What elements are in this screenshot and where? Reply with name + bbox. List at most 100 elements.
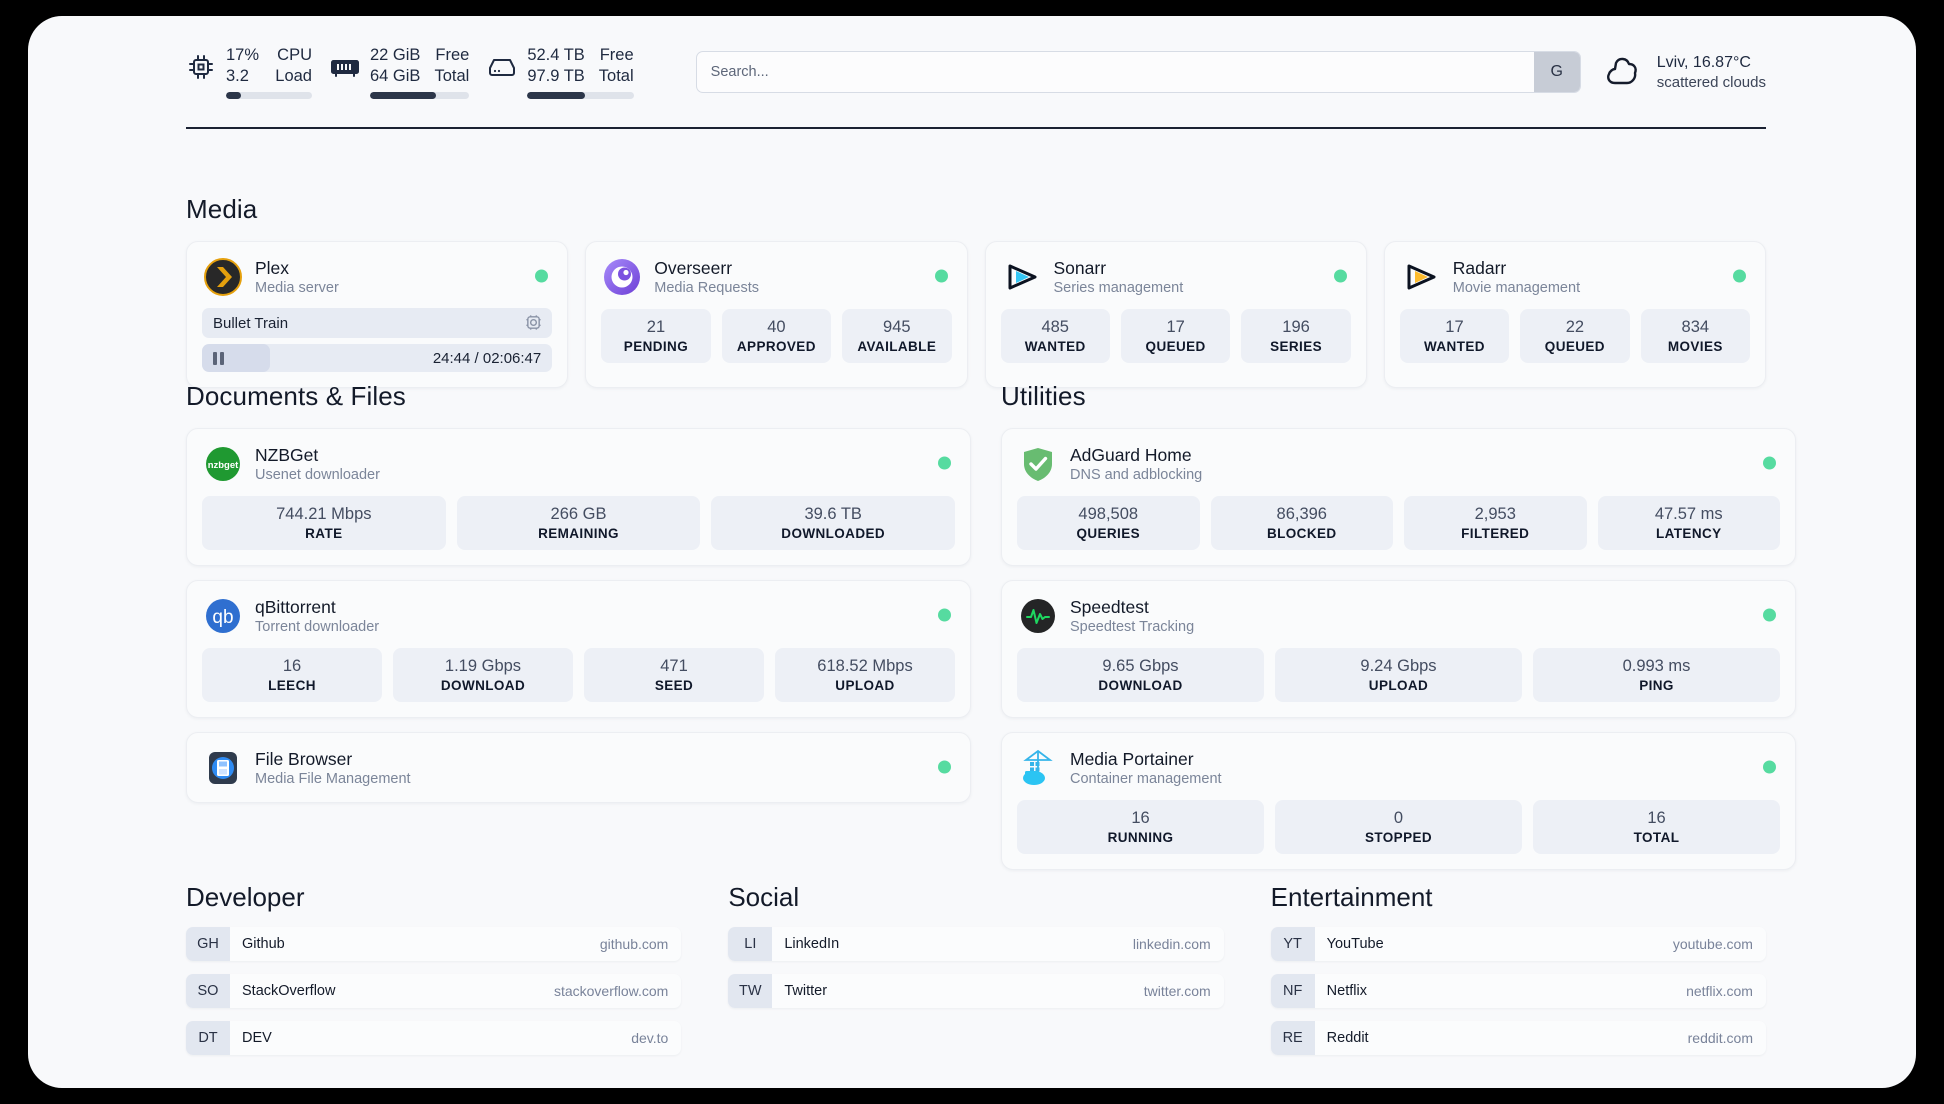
- stat-value-secondary: 97.9 TB: [527, 67, 585, 85]
- tile-value: 834: [1681, 318, 1710, 336]
- stat-label-primary: Free: [435, 46, 470, 64]
- service-card-media-portainer[interactable]: Media Portainer Container management 16 R…: [1001, 732, 1796, 870]
- weather-location-temp: Lviv, 16.87°C: [1656, 53, 1751, 71]
- tile-label: REMAINING: [538, 526, 619, 541]
- card-header: Radarr Movie management: [1400, 256, 1750, 296]
- bookmark-name: Reddit: [1326, 1030, 1369, 1046]
- memory-ram-icon: [330, 52, 360, 82]
- stat-tile-remaining: 266 GB REMAINING: [456, 496, 701, 550]
- tile-label: STOPPED: [1364, 830, 1433, 845]
- tile-label: UPLOAD: [835, 678, 895, 693]
- tile-label: QUERIES: [1076, 526, 1141, 541]
- utilities-cards-column: AdGuard Home DNS and adblocking 498,508 Q…: [1001, 428, 1796, 870]
- system-stat-hard-disk: 52.4 TB 97.9 TB Free Total: [487, 45, 651, 99]
- bookmark-name: Github: [242, 936, 285, 952]
- card-titles: qBittorrent Torrent downloader: [255, 597, 379, 635]
- stat-tile-latency: 47.57 ms LATENCY: [1597, 496, 1780, 550]
- bookmark-link-twitter[interactable]: TW Twitter twitter.com: [728, 974, 1224, 1008]
- tile-value: 16: [1647, 809, 1666, 827]
- bookmark-link-linkedin[interactable]: LI LinkedIn linkedin.com: [728, 927, 1224, 961]
- stat-tile-queued: 22 QUEUED: [1520, 309, 1630, 363]
- bookmark-abbr: TW: [728, 974, 773, 1008]
- stat-tile-total: 16 TOTAL: [1533, 800, 1780, 854]
- utilities-section-title: Utilities: [1001, 381, 1086, 411]
- card-title: qBittorrent: [255, 597, 336, 617]
- service-card-nzbget[interactable]: nzbget NZBGet Usenet downloader 744.21 Mbp…: [186, 428, 971, 566]
- service-card-adguard-home[interactable]: AdGuard Home DNS and adblocking 498,508 Q…: [1001, 428, 1796, 566]
- bookmark-link-netflix[interactable]: NF Netflix netflix.com: [1270, 974, 1766, 1008]
- bookmark-url: netflix.com: [1686, 983, 1753, 999]
- speedtest-icon: [1019, 597, 1057, 635]
- top-header: 17% 3.2 CPU Load 22 GiB 64 GiB: [28, 16, 1916, 128]
- tile-label: RUNNING: [1107, 830, 1174, 845]
- bookmark-url: github.com: [599, 936, 669, 952]
- bookmark-name: StackOverflow: [242, 983, 336, 999]
- search-box[interactable]: G: [695, 51, 1581, 93]
- service-card-qbittorrent[interactable]: qb qBittorrent Torrent downloader 16 LEECH…: [186, 580, 971, 718]
- service-card-sonarr[interactable]: Sonarr Series management 485 WANTED 17 QUE…: [984, 241, 1367, 388]
- tile-label: RATE: [305, 526, 343, 541]
- status-badge: [1763, 760, 1776, 774]
- bookmark-url: twitter.com: [1143, 983, 1211, 999]
- now-playing-row[interactable]: Bullet Train: [202, 308, 553, 338]
- tile-label: SERIES: [1270, 339, 1323, 354]
- tile-value: 9.65 Gbps: [1102, 657, 1179, 675]
- search-area: G: [695, 51, 1581, 93]
- stat-tile-movies: 834 MOVIES: [1640, 309, 1751, 363]
- stat-tile-upload: 618.52 Mbps UPLOAD: [775, 648, 955, 702]
- bookmark-link-reddit[interactable]: RE Reddit reddit.com: [1270, 1021, 1766, 1055]
- bookmark-link-youtube[interactable]: YT YouTube youtube.com: [1270, 927, 1766, 961]
- bookmark-url: dev.to: [631, 1030, 669, 1046]
- stat-tiles-row: 744.21 Mbps RATE 266 GB REMAINING 39.6 TB …: [202, 496, 956, 550]
- stat-tile-filtered: 2,953 FILTERED: [1404, 496, 1587, 550]
- tile-value: 16: [1131, 809, 1150, 827]
- tile-label: QUEUED: [1544, 339, 1605, 354]
- pause-icon[interactable]: [213, 351, 224, 365]
- service-card-overseerr[interactable]: Overseerr Media Requests 21 PENDING 40 APP…: [585, 241, 968, 388]
- service-card-file-browser[interactable]: File Browser Media File Management: [186, 732, 971, 803]
- file-browser-icon: [204, 749, 242, 787]
- playback-progress-bar[interactable]: 24:44 / 02:06:47: [202, 344, 553, 372]
- card-header: Speedtest Speedtest Tracking: [1017, 595, 1780, 635]
- service-card-speedtest[interactable]: Speedtest Speedtest Tracking 9.65 Gbps DO…: [1001, 580, 1796, 718]
- tile-value: 471: [660, 657, 688, 675]
- card-title: Sonarr: [1053, 258, 1107, 278]
- card-title: NZBGet: [255, 445, 319, 465]
- bookmark-abbr: LI: [728, 927, 773, 961]
- stat-tile-available: 945 AVAILABLE: [842, 309, 952, 363]
- bookmark-body: DEV dev.to: [230, 1021, 681, 1055]
- tile-label: DOWNLOAD: [440, 678, 526, 693]
- gear-icon[interactable]: [525, 314, 542, 336]
- bookmark-abbr: SO: [186, 974, 230, 1008]
- card-subtitle: Speedtest Tracking: [1070, 619, 1195, 635]
- search-engine-button[interactable]: G: [1533, 52, 1580, 92]
- stat-tile-leech: 16 LEECH: [202, 648, 382, 702]
- card-subtitle: Media server: [255, 280, 339, 296]
- stat-value-primary: 22 GiB: [370, 46, 421, 64]
- stat-tile-ping: 0.993 ms PING: [1533, 648, 1780, 702]
- stat-tile-rate: 744.21 Mbps RATE: [202, 496, 446, 550]
- card-title: Media Portainer: [1070, 749, 1194, 769]
- service-card-plex[interactable]: Plex Media server Bullet Train 24:44 / 02…: [186, 241, 569, 388]
- service-card-radarr[interactable]: Radarr Movie management 17 WANTED 22 QUEUE…: [1383, 241, 1766, 388]
- card-titles: AdGuard Home DNS and adblocking: [1070, 445, 1202, 483]
- card-subtitle: Usenet downloader: [255, 467, 380, 483]
- card-subtitle: Media File Management: [255, 771, 411, 787]
- stat-tile-upload: 9.24 Gbps UPLOAD: [1275, 648, 1522, 702]
- stat-tile-queries: 498,508 QUERIES: [1017, 496, 1200, 550]
- tile-value: 16: [282, 657, 302, 675]
- bookmark-link-stackoverflow[interactable]: SO StackOverflow stackoverflow.com: [186, 974, 682, 1008]
- svg-text:qb: qb: [212, 607, 233, 628]
- bookmark-link-github[interactable]: GH Github github.com: [186, 927, 682, 961]
- bookmark-link-dev[interactable]: DT DEV dev.to: [186, 1021, 682, 1055]
- tile-label: UPLOAD: [1368, 678, 1429, 693]
- tile-value: 196: [1282, 318, 1310, 336]
- stat-tiles-row: 9.65 Gbps DOWNLOAD 9.24 Gbps UPLOAD 0.993 …: [1017, 648, 1780, 702]
- stat-tile-wanted: 17 WANTED: [1399, 309, 1510, 363]
- tile-value: 498,508: [1078, 505, 1139, 523]
- plex-icon: [204, 258, 242, 296]
- search-input[interactable]: [696, 52, 1534, 92]
- card-header: Media Portainer Container management: [1017, 747, 1780, 787]
- card-titles: File Browser Media File Management: [255, 749, 411, 787]
- status-badge: [1333, 269, 1347, 283]
